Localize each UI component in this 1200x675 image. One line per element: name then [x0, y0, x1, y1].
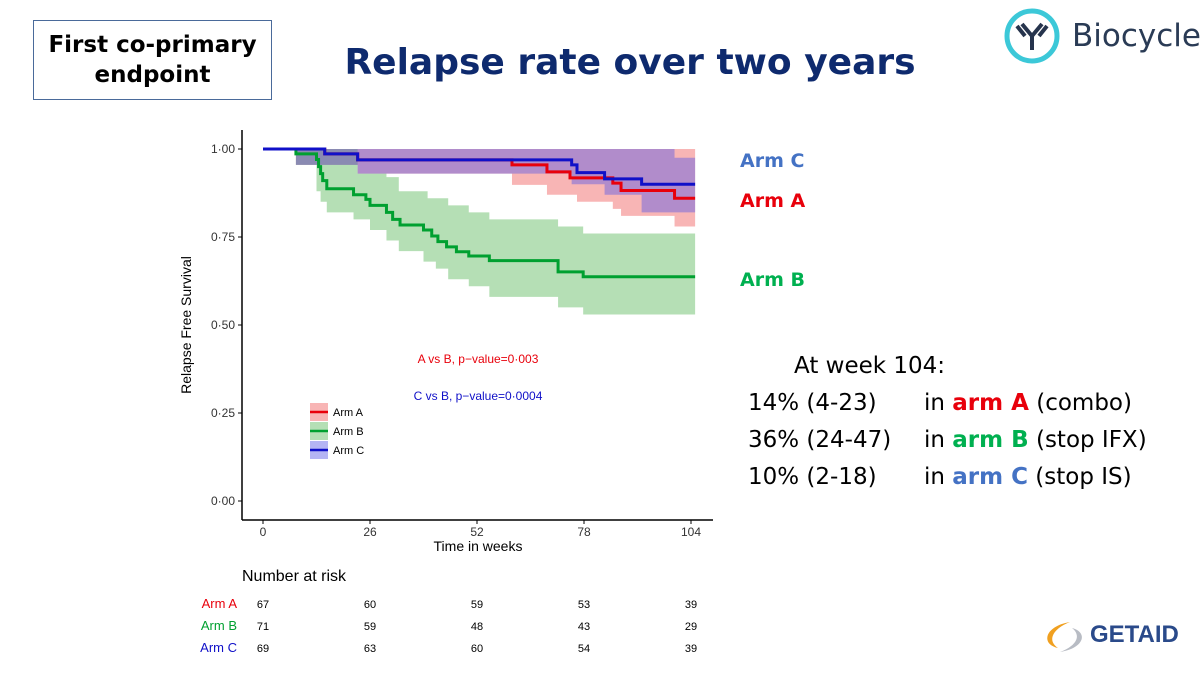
risk-value: 39: [685, 643, 697, 655]
y-tick-label: 0·50: [211, 318, 235, 332]
x-tick-label: 78: [577, 525, 591, 539]
risk-value: 39: [685, 599, 697, 611]
side-label-arm-b: Arm B: [740, 269, 805, 291]
slide-title: Relapse rate over two years: [344, 42, 916, 83]
ci-band-arm-c: [263, 149, 696, 213]
y-tick-label: 0·00: [211, 494, 235, 508]
summary-value: 14% (4-23): [748, 390, 877, 416]
legend-label: Arm B: [333, 426, 364, 438]
biocycle-logo: [1004, 8, 1060, 64]
risk-row-label: Arm C: [200, 640, 237, 655]
getaid-swoosh-icon: [1047, 622, 1070, 648]
risk-value: 59: [471, 599, 483, 611]
summary-heading: At week 104:: [794, 353, 946, 379]
risk-value: 63: [364, 643, 376, 655]
annotation-c-vs-b: C vs B, p−value=0·0004: [414, 389, 543, 403]
summary-post: (combo): [1028, 390, 1132, 416]
risk-value: 53: [578, 599, 590, 611]
legend-label: Arm A: [333, 407, 364, 419]
risk-value: 60: [364, 599, 376, 611]
y-axis-label: Relapse Free Survival: [178, 256, 194, 394]
summary-block: At week 104: 14% (4-23) in arm A (combo) …: [748, 348, 1147, 496]
summary-value: 36% (24-47): [748, 427, 892, 453]
summary-pre: in: [924, 390, 953, 416]
summary-pre: in: [924, 427, 953, 453]
risk-row-label: Arm A: [202, 596, 238, 611]
risk-value: 43: [578, 621, 590, 633]
side-label-arm-a: Arm A: [740, 190, 806, 212]
summary-arm: arm B: [952, 427, 1029, 453]
risk-value: 60: [471, 643, 483, 655]
x-tick-label: 0: [260, 525, 267, 539]
legend-label: Arm C: [333, 445, 364, 457]
risk-value: 29: [685, 621, 697, 633]
x-axis-label: Time in weeks: [434, 538, 523, 554]
survival-curve-arm-c: [263, 147, 696, 186]
risk-value: 54: [578, 643, 590, 655]
risk-value: 48: [471, 621, 483, 633]
risk-value: 59: [364, 621, 376, 633]
endpoint-label: First co-primary endpoint: [48, 32, 257, 88]
antibody-icon: [1015, 22, 1049, 50]
ci-band-arm-b: [263, 149, 696, 315]
y-tick-label: 1·00: [211, 142, 235, 156]
summary-value: 10% (2-18): [748, 464, 877, 490]
y-tick-label: 0·75: [211, 230, 235, 244]
summary-arm: arm C: [952, 464, 1028, 490]
summary-post: (stop IFX): [1028, 427, 1147, 453]
x-tick-label: 104: [681, 525, 701, 539]
summary-arm: arm A: [952, 390, 1029, 416]
x-tick-label: 52: [470, 525, 484, 539]
risk-value: 71: [257, 621, 269, 633]
biocycle-logo-text: Biocycle: [1072, 18, 1200, 54]
annotation-a-vs-b: A vs B, p−value=0·003: [418, 352, 539, 366]
summary-row-c: 10% (2-18) in arm C (stop IS): [748, 459, 1147, 496]
getaid-logo: GETAID: [1047, 621, 1179, 652]
summary-post: (stop IS): [1028, 464, 1132, 490]
summary-row-b: 36% (24-47) in arm B (stop IFX): [748, 422, 1147, 459]
risk-value: 69: [257, 643, 269, 655]
ci-band-arm-a: [263, 149, 696, 227]
getaid-logo-text: GETAID: [1090, 621, 1179, 648]
x-tick-label: 26: [363, 525, 377, 539]
side-label-arm-c: Arm C: [740, 150, 805, 172]
logo-ring-icon: [1004, 8, 1060, 64]
survival-curve-arm-b: [263, 147, 696, 279]
getaid-swoosh-icon-2: [1060, 628, 1082, 652]
summary-row-a: 14% (4-23) in arm A (combo): [748, 385, 1147, 422]
summary-pre: in: [924, 464, 953, 490]
risk-table-title: Number at risk: [242, 568, 347, 585]
y-tick-label: 0·25: [211, 406, 235, 420]
endpoint-label-box: First co-primary endpoint: [33, 20, 272, 100]
risk-value: 67: [257, 599, 269, 611]
risk-row-label: Arm B: [201, 618, 237, 633]
